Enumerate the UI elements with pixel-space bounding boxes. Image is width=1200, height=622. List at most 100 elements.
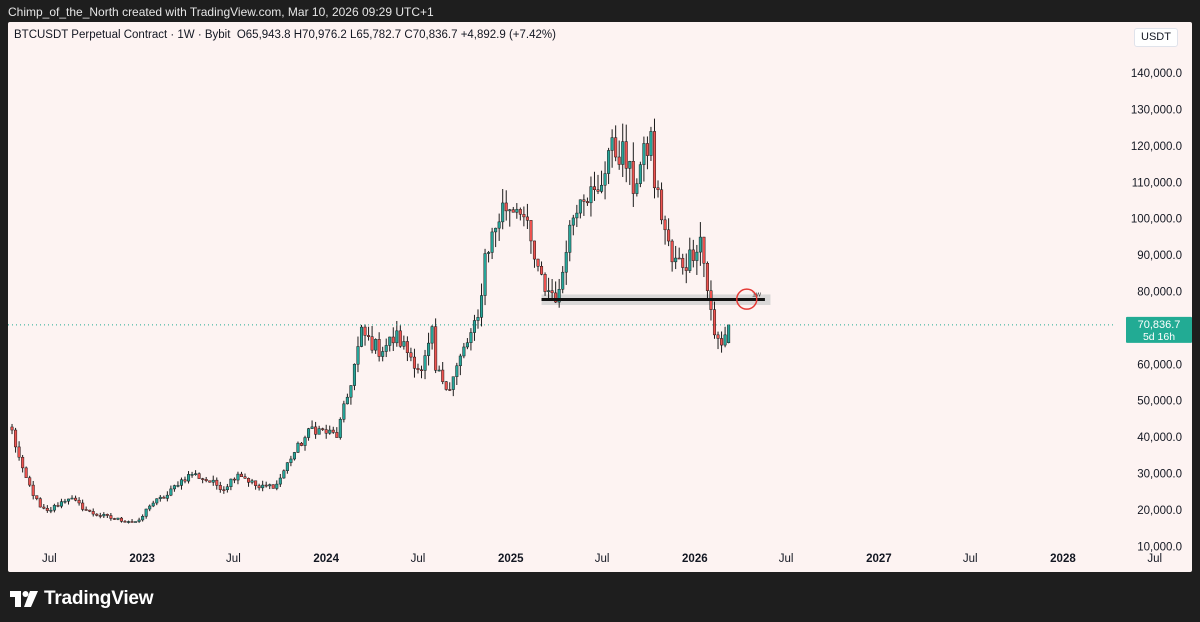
ohlc-open: O65,943.8 — [236, 29, 291, 41]
candle-body — [631, 161, 635, 194]
last-price-value: 70,836.7 — [1138, 319, 1181, 331]
candle-body — [14, 429, 18, 448]
footer-bar: TradingView — [0, 572, 1200, 622]
candle-body — [656, 187, 660, 191]
candle-body — [649, 131, 653, 156]
candle-body — [402, 341, 406, 347]
y-tick-label: 80,000.0 — [1137, 287, 1182, 299]
candle-body — [561, 271, 565, 290]
candle-body — [458, 355, 462, 367]
candle-body — [317, 428, 321, 435]
y-axis: 10,000.0 20,000.0 30,000.0 40,000.0 50,000.0… — [1126, 68, 1192, 553]
candle-body — [423, 355, 427, 371]
candle-body — [70, 497, 74, 500]
price-chart[interactable]: 1w 10,000.0 20,000.0 30,000.0 40,000.0 50,00… — [8, 22, 1192, 572]
candle-body — [321, 428, 325, 430]
candle-body — [437, 369, 441, 372]
candle-body — [617, 156, 621, 165]
candle-body — [652, 131, 657, 189]
candle-body — [45, 508, 49, 511]
candle-body — [723, 334, 727, 346]
candle-body — [384, 345, 388, 352]
x-tick-label: Jul — [595, 553, 610, 565]
candle-body — [451, 376, 455, 390]
candle-body — [589, 186, 593, 204]
candle-body — [476, 317, 480, 321]
candle-body — [501, 202, 505, 223]
ohlc-close: C70,836.7 — [404, 29, 458, 41]
candle-body — [10, 426, 14, 431]
candle-body — [335, 432, 339, 438]
candle-body — [183, 479, 187, 482]
candle-body — [504, 202, 508, 212]
candle-body — [165, 494, 169, 499]
candle-body — [31, 484, 35, 496]
candle-body — [119, 517, 123, 522]
candle-body — [691, 249, 695, 261]
candle-body — [81, 502, 85, 510]
candle-body — [660, 189, 664, 221]
candle-body — [141, 516, 145, 521]
x-tick-label: Jul — [1147, 553, 1162, 565]
y-tick-label: 100,000.0 — [1131, 214, 1182, 226]
candle-body — [465, 342, 469, 348]
x-tick-label: Jul — [963, 553, 978, 565]
ohlc-change: +4,892.9 (+7.42%) — [460, 29, 556, 41]
candle-body — [88, 509, 92, 512]
candle-body — [412, 356, 416, 369]
candle-body — [578, 199, 582, 214]
candle-body — [331, 429, 335, 433]
candle-body — [571, 217, 575, 226]
tradingview-logo[interactable]: TradingView — [10, 588, 154, 610]
candle-body — [278, 477, 282, 485]
candle-body — [419, 369, 424, 372]
y-tick-label: 20,000.0 — [1137, 505, 1182, 517]
candle-body — [250, 480, 254, 483]
x-tick-label: 2026 — [682, 553, 708, 565]
candle-body — [261, 484, 265, 489]
tradingview-brand: TradingView — [44, 588, 154, 609]
candle-body — [624, 141, 628, 169]
candle-body — [130, 521, 134, 523]
candle-body — [282, 470, 286, 479]
x-tick-label: Jul — [779, 553, 794, 565]
ohlc-low: L65,782.7 — [350, 29, 402, 41]
candle-body — [204, 479, 208, 481]
candle-body — [21, 456, 25, 469]
x-tick-label: 2027 — [866, 553, 892, 565]
candle-body — [98, 515, 102, 517]
candles-layer — [10, 118, 731, 524]
candle-body — [247, 478, 251, 483]
candle-body — [603, 173, 607, 186]
candle-body — [592, 186, 596, 190]
candle-body — [338, 419, 342, 438]
candle-body — [42, 506, 46, 509]
candle-body — [225, 486, 229, 491]
candle-body — [176, 485, 180, 487]
candle-body — [127, 521, 131, 523]
candle-body — [547, 290, 551, 292]
x-tick-label: 2023 — [129, 553, 155, 565]
candle-body — [525, 216, 529, 221]
circle-marker — [736, 288, 758, 310]
candle-body — [681, 258, 685, 268]
x-tick-label: 2025 — [498, 553, 524, 565]
chart-panel[interactable]: 1w 10,000.0 20,000.0 30,000.0 40,000.0 50,00… — [8, 22, 1192, 572]
candle-body — [515, 209, 519, 213]
candle-body — [84, 509, 88, 511]
candle-body — [28, 477, 32, 486]
candle-body — [645, 143, 649, 156]
y-tick-label: 10,000.0 — [1137, 541, 1182, 553]
currency-button[interactable]: USDT — [1134, 28, 1178, 47]
candle-body — [398, 330, 402, 347]
x-tick-label: Jul — [411, 553, 426, 565]
candle-body — [169, 488, 173, 496]
candle-body — [434, 326, 438, 371]
candle-body — [66, 498, 71, 502]
candle-body — [427, 342, 431, 356]
y-tick-label: 120,000.0 — [1131, 141, 1182, 153]
candle-body — [194, 473, 198, 475]
candle-body — [543, 274, 547, 292]
candle-body — [522, 214, 526, 218]
